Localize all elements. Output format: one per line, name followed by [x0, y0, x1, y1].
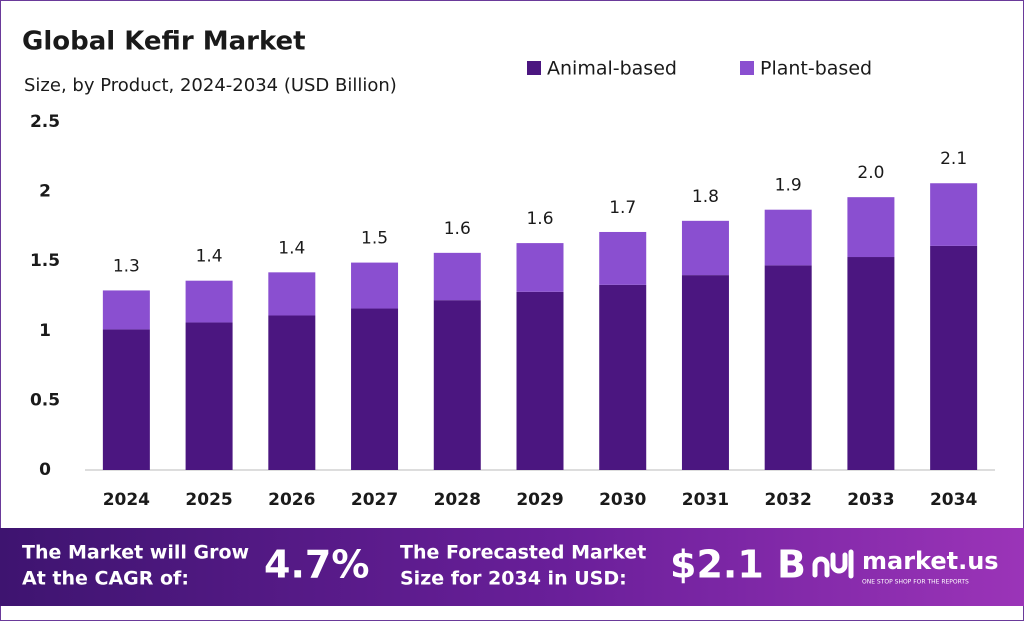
y-tick-label: 0: [39, 460, 51, 480]
x-tick-label: 2025: [185, 490, 232, 510]
legend-label: Animal-based: [547, 58, 677, 80]
chart-subtitle: Size, by Product, 2024-2034 (USD Billion…: [24, 75, 397, 96]
total-label: 1.7: [609, 198, 636, 218]
forecast-text: The Forecasted Market: [400, 542, 646, 564]
brand-icon: [812, 549, 854, 579]
bar-segment: [681, 275, 729, 470]
bar-segment: [599, 231, 647, 285]
y-tick-label: 2.5: [30, 112, 60, 132]
total-label: 1.9: [775, 176, 802, 196]
bar-segment: [764, 265, 812, 470]
brand-name: market.us: [862, 547, 999, 575]
legend-swatch: [740, 61, 754, 75]
bar-segment: [599, 284, 647, 470]
bar-segment: [847, 257, 895, 470]
bar-segment: [102, 329, 150, 470]
bar-segment: [351, 262, 399, 309]
brand-tagline: ONE STOP SHOP FOR THE REPORTS: [862, 579, 969, 586]
bar-segment: [351, 308, 399, 470]
bar-segment: [268, 272, 316, 316]
bar-segment: [930, 183, 978, 246]
x-tick-label: 2029: [516, 490, 563, 510]
x-tick-label: 2032: [765, 490, 812, 510]
cagr-value: 4.7%: [264, 543, 369, 587]
total-label: 1.4: [196, 247, 223, 267]
total-label: 1.8: [692, 187, 719, 207]
bar-segment: [930, 245, 978, 470]
x-tick-label: 2028: [434, 490, 481, 510]
cagr-text: The Market will Grow: [22, 542, 249, 564]
forecast-value: $2.1 B: [670, 543, 806, 587]
total-label: 2.1: [940, 149, 967, 169]
x-tick-label: 2026: [268, 490, 315, 510]
cagr-text: At the CAGR of:: [22, 568, 189, 590]
legend-swatch: [527, 61, 541, 75]
x-tick-label: 2027: [351, 490, 398, 510]
bar-segment: [185, 322, 233, 470]
bar-segment: [681, 220, 729, 276]
total-label: 1.3: [113, 256, 140, 276]
y-tick-label: 0.5: [30, 390, 60, 410]
total-label: 2.0: [857, 163, 884, 183]
y-tick-label: 1: [39, 321, 51, 341]
bar-segment: [764, 209, 812, 266]
legend-label: Plant-based: [760, 58, 872, 80]
x-tick-label: 2034: [930, 490, 977, 510]
bar-segment: [185, 280, 233, 323]
x-tick-label: 2031: [682, 490, 729, 510]
total-label: 1.6: [444, 219, 471, 239]
y-tick-label: 2: [39, 182, 51, 202]
bar-segment: [433, 252, 481, 301]
chart-title: Global Kefir Market: [22, 27, 306, 57]
x-tick-label: 2024: [103, 490, 150, 510]
bar-segment: [102, 290, 150, 330]
forecast-text: Size for 2034 in USD:: [400, 568, 627, 590]
bar-segment: [516, 291, 564, 470]
total-label: 1.4: [278, 238, 305, 258]
bar-segment: [516, 243, 564, 292]
y-tick-label: 1.5: [30, 251, 60, 271]
x-tick-label: 2033: [847, 490, 894, 510]
total-label: 1.5: [361, 229, 388, 249]
bar-segment: [847, 197, 895, 258]
bar-segment: [433, 300, 481, 470]
total-label: 1.6: [526, 209, 553, 229]
x-tick-label: 2030: [599, 490, 646, 510]
bar-segment: [268, 315, 316, 470]
